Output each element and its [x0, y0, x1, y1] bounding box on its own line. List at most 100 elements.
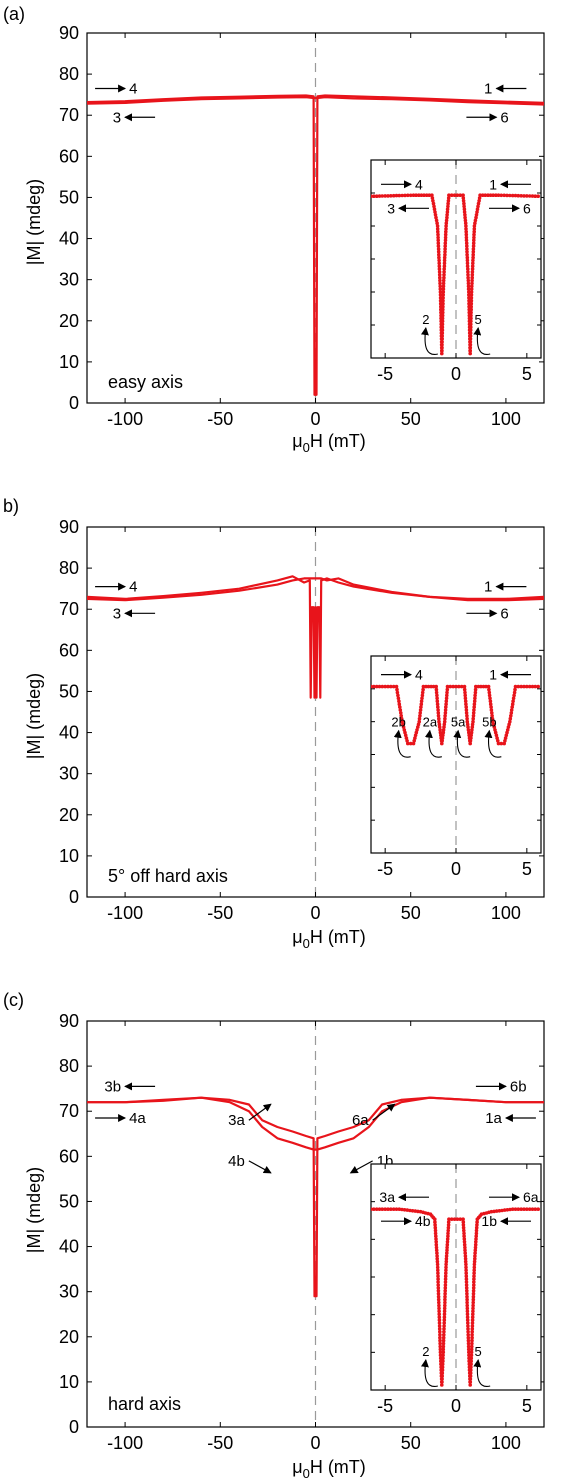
- data-point: [464, 235, 469, 240]
- data-point: [444, 702, 448, 706]
- data-point: [394, 1207, 399, 1211]
- data-point: [432, 207, 437, 211]
- data-point: [474, 1237, 478, 1241]
- data-point: [389, 684, 393, 689]
- data-point: [473, 693, 477, 698]
- x-tick-label: 100: [491, 409, 521, 429]
- data-point: [445, 210, 450, 214]
- data-point: [471, 716, 476, 721]
- data-point: [468, 337, 473, 341]
- data-point: [440, 739, 445, 743]
- data-point: [445, 684, 450, 689]
- x-tick-label: -50: [207, 903, 233, 923]
- data-point: [464, 705, 469, 709]
- data-point: [478, 193, 482, 197]
- data-point: [472, 702, 477, 706]
- data-point: [420, 696, 424, 701]
- data-point: [433, 1220, 437, 1224]
- x-tick-label: -5: [377, 364, 393, 384]
- data-point: [502, 741, 507, 746]
- data-point: [438, 1347, 443, 1352]
- data-point: [469, 1356, 474, 1361]
- sweep-label-6b: 6b: [510, 1078, 527, 1095]
- data-point: [466, 281, 471, 286]
- annotation: easy axis: [108, 372, 183, 392]
- data-point: [435, 224, 440, 228]
- data-point: [374, 1207, 379, 1211]
- data-point: [472, 1268, 477, 1273]
- data-point: [504, 733, 509, 738]
- data-point: [472, 1274, 476, 1278]
- data-point: [446, 201, 450, 206]
- data-point: [430, 193, 434, 197]
- x-tick-label: 0: [310, 903, 320, 923]
- data-point: [472, 224, 477, 228]
- data-point: [443, 238, 448, 243]
- data-point: [420, 693, 425, 698]
- data-point: [447, 193, 451, 197]
- data-point: [465, 714, 469, 718]
- data-point: [511, 696, 516, 701]
- series-line-2: [87, 95, 544, 106]
- data-point: [445, 687, 450, 692]
- data-point: [474, 1240, 478, 1244]
- data-point: [413, 733, 418, 738]
- data-point: [468, 348, 473, 353]
- data-point: [438, 293, 443, 297]
- data-point: [444, 224, 448, 228]
- data-point: [440, 322, 445, 327]
- curl-arrow-2a: [424, 729, 442, 758]
- data-point: [473, 1248, 478, 1253]
- data-point: [466, 1324, 470, 1328]
- data-point: [436, 711, 441, 715]
- data-point: [461, 193, 465, 197]
- data-point: [417, 716, 422, 721]
- data-point: [470, 728, 474, 732]
- arrow-4b: [248, 1160, 272, 1174]
- data-point: [444, 699, 449, 703]
- data-point: [437, 1309, 441, 1314]
- data-point: [445, 1248, 449, 1253]
- data-point: [470, 1318, 475, 1322]
- y-tick-label: 50: [59, 1191, 79, 1211]
- data-point: [468, 331, 473, 335]
- data-point: [397, 702, 402, 706]
- data-point: [441, 299, 445, 303]
- data-point: [468, 340, 473, 344]
- data-point: [443, 1291, 447, 1296]
- y-axis-label: |M| (mdeg): [24, 1167, 44, 1253]
- data-point: [442, 1315, 447, 1319]
- data-point: [471, 252, 476, 257]
- data-point: [468, 741, 473, 746]
- sweep-label-6: 6: [500, 109, 508, 126]
- data-point: [416, 1209, 420, 1214]
- x-axis-label: μ0H (mT): [292, 431, 366, 455]
- data-point: [441, 1341, 446, 1346]
- data-point: [491, 722, 496, 727]
- data-point: [436, 244, 441, 248]
- data-point: [408, 1208, 412, 1213]
- inset-axes: -5 0 5 4 3 1 6 2 5: [370, 159, 542, 384]
- data-point: [437, 722, 442, 727]
- data-point: [440, 331, 445, 335]
- data-point: [435, 1254, 439, 1258]
- data-point: [490, 711, 494, 715]
- data-point: [469, 736, 473, 740]
- data-point: [516, 684, 521, 689]
- data-point: [471, 1289, 476, 1293]
- data-point: [510, 702, 515, 706]
- data-point: [509, 711, 514, 715]
- data-point: [469, 1365, 473, 1369]
- data-point: [442, 1306, 447, 1311]
- data-point: [391, 684, 396, 689]
- data-point: [466, 728, 471, 732]
- data-point: [445, 1245, 449, 1250]
- sweep-label-1b: 1b: [481, 1213, 497, 1229]
- data-point: [441, 284, 446, 289]
- data-point: [447, 1217, 451, 1221]
- data-point: [438, 728, 442, 732]
- data-point: [471, 241, 476, 245]
- data-point: [471, 247, 476, 251]
- data-point: [437, 252, 441, 257]
- data-point: [467, 296, 471, 300]
